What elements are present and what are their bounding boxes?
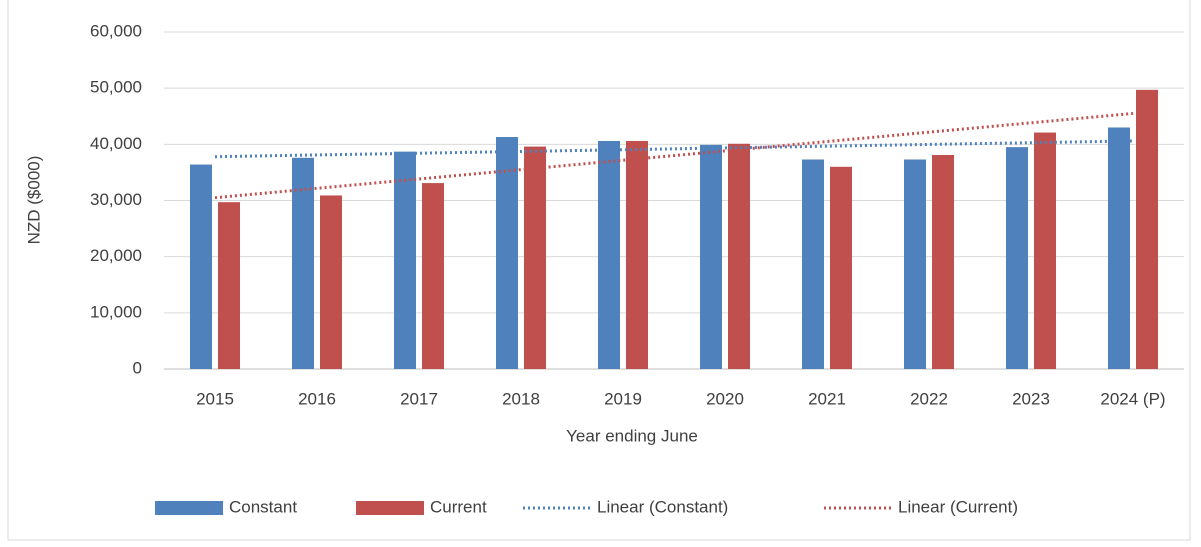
y-tick-label: 50,000 <box>90 78 142 97</box>
bar <box>496 137 518 369</box>
bar <box>932 155 954 369</box>
y-tick-label: 30,000 <box>90 190 142 209</box>
trend-line <box>214 139 1134 159</box>
bar <box>904 159 926 369</box>
legend-swatch <box>155 501 223 515</box>
bar <box>626 140 648 369</box>
y-tick-label: 20,000 <box>90 246 142 265</box>
x-axis-title: Year ending June <box>566 426 698 445</box>
legend-label: Linear (Constant) <box>597 497 728 516</box>
x-tick-label: 2019 <box>604 389 642 408</box>
bar <box>830 166 852 369</box>
y-tick-label: 60,000 <box>90 21 142 40</box>
x-tick-label: 2024 (P) <box>1100 389 1165 408</box>
bar <box>728 143 750 369</box>
legend-label: Current <box>430 497 487 516</box>
x-tick-label: 2015 <box>196 389 234 408</box>
bar <box>218 202 240 369</box>
bar <box>190 164 212 369</box>
y-axis-title: NZD ($000) <box>24 156 43 245</box>
legend-label: Constant <box>229 497 297 516</box>
x-tick-label: 2016 <box>298 389 336 408</box>
legend-swatch <box>356 501 424 515</box>
legend-label: Linear (Current) <box>898 497 1018 516</box>
bar <box>700 144 722 369</box>
x-tick-label: 2021 <box>808 389 846 408</box>
x-tick-label: 2017 <box>400 389 438 408</box>
x-tick-label: 2018 <box>502 389 540 408</box>
bar <box>598 140 620 369</box>
y-tick-label: 0 <box>133 358 142 377</box>
y-tick-label: 10,000 <box>90 302 142 321</box>
bar <box>1006 147 1028 369</box>
bar <box>1034 132 1056 369</box>
bar <box>320 195 342 369</box>
x-tick-label: 2020 <box>706 389 744 408</box>
bar <box>292 157 314 369</box>
bar <box>802 159 824 369</box>
bar <box>1108 127 1130 369</box>
bar <box>1136 89 1158 369</box>
bar <box>422 183 444 369</box>
y-tick-label: 40,000 <box>90 134 142 153</box>
x-tick-label: 2022 <box>910 389 948 408</box>
x-tick-label: 2023 <box>1012 389 1050 408</box>
bar <box>524 146 546 369</box>
bar <box>394 151 416 369</box>
trend-line <box>214 111 1134 200</box>
